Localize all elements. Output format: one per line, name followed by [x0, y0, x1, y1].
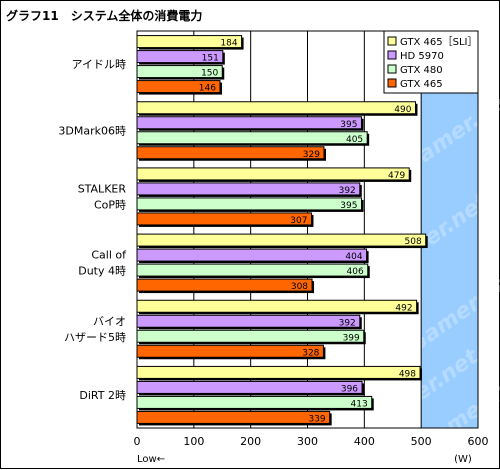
bar-value-label: 184 — [220, 39, 237, 49]
bar-value-label: 404 — [345, 252, 362, 262]
legend-swatch — [387, 36, 397, 46]
bar — [136, 344, 324, 358]
category-label: STALKER — [78, 182, 127, 195]
bar-value-label: 395 — [340, 120, 357, 130]
bar-value-label: 492 — [395, 303, 412, 313]
x-axis-unit: (W) — [454, 454, 472, 465]
bar — [136, 101, 416, 115]
bar — [136, 116, 362, 130]
bar — [136, 182, 361, 196]
bar-value-label: 146 — [199, 84, 216, 94]
x-tick-label: 400 — [354, 435, 375, 448]
legend-label: HD 5970 — [400, 51, 444, 62]
bar-value-label: 392 — [339, 186, 356, 196]
bar-value-label: 395 — [340, 201, 357, 211]
bar — [136, 329, 365, 343]
bar — [136, 278, 313, 292]
bar — [136, 212, 312, 226]
bar — [136, 197, 362, 211]
bar — [136, 146, 325, 160]
x-tick-label: 300 — [297, 435, 318, 448]
legend-swatch — [387, 50, 397, 60]
bar-value-label: 479 — [388, 171, 405, 181]
bar — [136, 233, 427, 247]
bar-value-label: 392 — [339, 318, 356, 328]
bar-value-label: 396 — [341, 384, 358, 394]
bar-value-label: 405 — [346, 135, 363, 145]
bar — [136, 263, 369, 277]
x-tick-label: 100 — [183, 435, 204, 448]
chart-title: グラフ11 システム全体の消費電力 — [6, 8, 202, 23]
bar-value-label: 399 — [343, 333, 360, 343]
bar-value-label: 307 — [290, 216, 307, 226]
legend-label: GTX 480 — [400, 65, 443, 76]
legend-label: GTX 465［SLI］ — [400, 36, 478, 48]
bar — [136, 380, 363, 394]
bar — [136, 365, 421, 379]
x-tick-label: 600 — [468, 435, 489, 448]
bar-value-label: 490 — [394, 105, 411, 115]
bar-value-label: 413 — [351, 399, 368, 409]
bar-value-label: 151 — [202, 54, 219, 64]
legend-swatch — [387, 78, 397, 88]
bar-value-label: 508 — [405, 237, 422, 247]
category-label: CoP時 — [94, 198, 126, 211]
bar — [136, 395, 373, 409]
bar — [136, 131, 368, 145]
bar-value-label: 406 — [347, 267, 364, 277]
x-axis-low-label: Low← — [137, 454, 165, 465]
bar-value-label: 329 — [303, 150, 320, 160]
x-tick-label: 200 — [240, 435, 261, 448]
bar — [136, 314, 361, 328]
x-tick-label: 500 — [411, 435, 432, 448]
legend-swatch — [387, 64, 397, 74]
category-label: アイドル時 — [72, 58, 126, 71]
bar-value-label: 339 — [308, 414, 325, 424]
bar-value-label: 150 — [201, 69, 218, 79]
category-label: ハザード5時 — [64, 331, 126, 344]
bar-value-label: 308 — [291, 282, 308, 292]
category-label: Call of — [91, 249, 127, 262]
bar-value-label: 498 — [399, 369, 416, 379]
category-label: バイオ — [93, 315, 126, 328]
legend — [383, 30, 479, 94]
bar — [136, 410, 331, 424]
bar — [136, 299, 418, 313]
category-label: DiRT 2時 — [79, 389, 126, 402]
plot-highlight-region — [421, 31, 478, 428]
category-label: 3DMark06時 — [58, 124, 126, 137]
legend-label: GTX 465 — [400, 79, 443, 90]
category-label: Duty 4時 — [78, 265, 126, 278]
x-tick-label: 0 — [134, 435, 141, 448]
bar — [136, 167, 410, 181]
bar — [136, 248, 368, 262]
plot-border — [136, 30, 479, 429]
bar-value-label: 328 — [302, 348, 319, 358]
